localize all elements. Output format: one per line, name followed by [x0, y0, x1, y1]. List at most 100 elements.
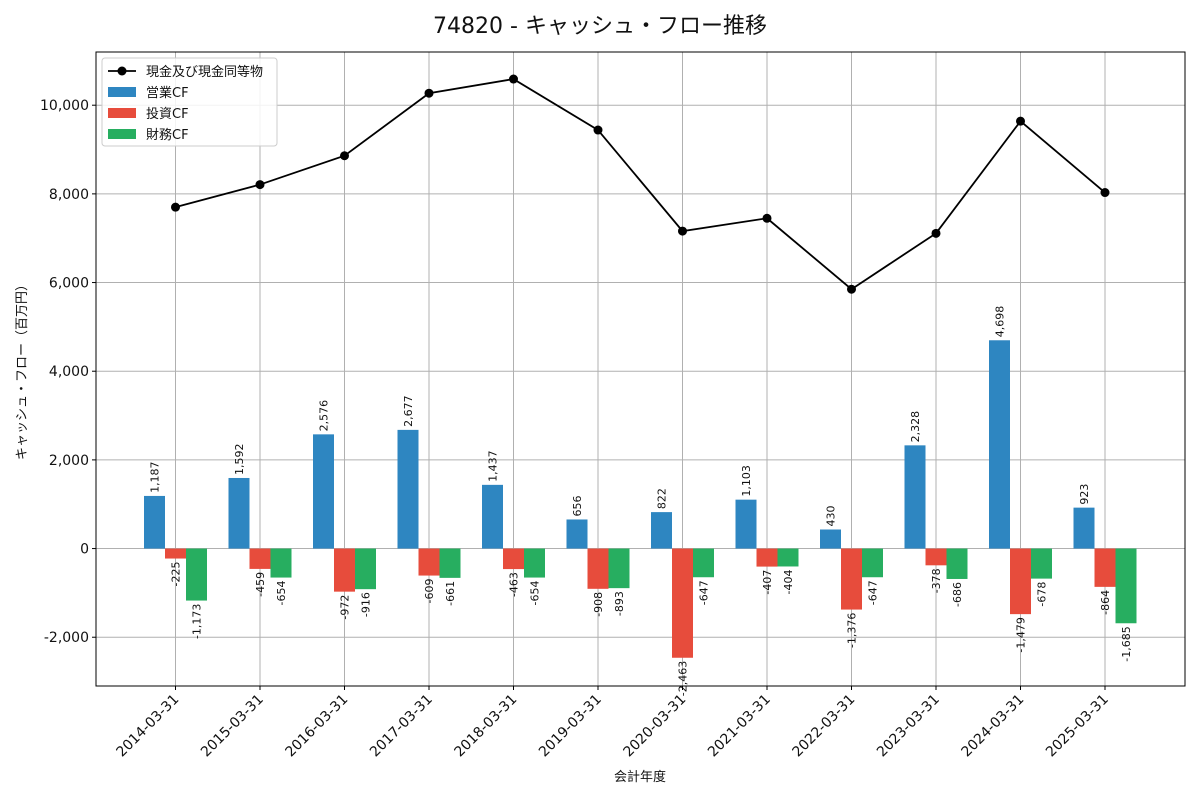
x-tick-label: 2025-03-31 — [1043, 692, 1112, 761]
data-label: -972 — [339, 595, 352, 620]
data-label: 2,677 — [402, 395, 415, 427]
bar-1-8 — [841, 548, 862, 610]
y-axis-label: キャッシュ・フロー（百万円） — [15, 278, 30, 460]
x-tick-label: 2024-03-31 — [958, 692, 1027, 761]
legend-label: 財務CF — [146, 128, 189, 143]
data-label: -654 — [529, 581, 542, 606]
data-label: -378 — [930, 568, 943, 593]
bar-1-5 — [587, 548, 609, 589]
bar-series — [144, 340, 1137, 658]
data-label: -678 — [1036, 582, 1049, 607]
bar-0-9 — [904, 445, 926, 549]
bar-2-4 — [524, 548, 545, 578]
cash-point — [1100, 188, 1110, 198]
cash-point — [424, 88, 434, 98]
bar-1-2 — [334, 548, 355, 592]
data-label: -864 — [1099, 590, 1112, 615]
x-axis-ticks: 2014-03-31 2015-03-31 2016-03-31 2017-03-31… — [113, 686, 1112, 761]
bar-1-0 — [165, 548, 186, 559]
cash-line-series — [171, 74, 1110, 294]
legend-swatch — [108, 87, 136, 97]
bar-1-6 — [672, 548, 693, 658]
legend-label: 投資CF — [146, 106, 189, 122]
data-label: -893 — [613, 591, 626, 616]
data-label: -1,376 — [846, 613, 859, 648]
legend-swatch — [108, 129, 136, 139]
legend-label: 現金及び現金同等物 — [146, 64, 263, 80]
bar-0-0 — [144, 495, 165, 549]
data-label: -1,173 — [191, 604, 204, 639]
cash-point — [340, 151, 349, 161]
bar-2-8 — [862, 548, 883, 578]
bar-2-5 — [608, 548, 630, 589]
bar-2-3 — [439, 548, 461, 578]
bar-1-7 — [756, 548, 778, 567]
data-label: -686 — [951, 582, 964, 607]
data-label: -459 — [254, 572, 267, 597]
bar-0-2 — [313, 434, 334, 549]
cash-point — [931, 228, 941, 238]
x-axis-label: 会計年度 — [614, 769, 666, 785]
data-label: -407 — [761, 570, 774, 595]
data-label: -609 — [423, 579, 436, 604]
bar-1-9 — [925, 548, 947, 566]
plot-frame — [95, 51, 1186, 687]
data-label: 4,698 — [994, 306, 1007, 338]
x-tick-label: 2016-03-31 — [282, 692, 351, 761]
data-label: 1,103 — [740, 465, 753, 497]
cash-point — [762, 213, 772, 223]
bar-0-7 — [735, 499, 757, 549]
y-tick-label: 8,000 — [49, 187, 89, 203]
data-labels: 1,187 1,592 2,576 2,677 1,437 656 822 1,103 430 2… — [149, 306, 1134, 696]
data-label: -647 — [867, 580, 880, 605]
legend-swatch — [108, 108, 136, 118]
x-tick-label: 2021-03-31 — [705, 692, 774, 761]
bar-2-11 — [1115, 548, 1137, 624]
data-label: -225 — [170, 562, 183, 587]
x-tick-label: 2023-03-31 — [874, 692, 943, 761]
data-label: 822 — [656, 488, 669, 509]
bar-2-7 — [777, 548, 799, 567]
x-tick-label: 2020-03-31 — [620, 692, 689, 761]
cash-point — [678, 226, 687, 236]
data-label: 2,328 — [909, 411, 922, 443]
legend-point-marker — [117, 66, 127, 76]
x-tick-label: 2015-03-31 — [198, 692, 267, 761]
data-label: 656 — [571, 495, 584, 516]
data-label: 1,187 — [149, 461, 162, 493]
cash-point — [847, 284, 856, 294]
y-tick-label: 4,000 — [49, 364, 89, 380]
bar-0-8 — [820, 529, 841, 549]
data-label: -916 — [360, 592, 373, 617]
y-tick-label: 2,000 — [49, 453, 89, 469]
bar-1-10 — [1010, 548, 1031, 615]
bar-2-10 — [1031, 548, 1052, 579]
legend-box — [101, 57, 278, 147]
bar-2-1 — [270, 548, 292, 578]
data-label: 923 — [1078, 484, 1091, 505]
cash-point — [509, 74, 518, 84]
y-tick-label: 10,000 — [40, 98, 89, 114]
data-label: -661 — [444, 581, 457, 606]
bar-0-1 — [228, 477, 250, 549]
data-label: -908 — [592, 592, 605, 617]
data-label: 1,592 — [233, 443, 246, 475]
bar-0-5 — [566, 519, 588, 549]
data-label: 430 — [825, 505, 838, 526]
x-tick-label: 2022-03-31 — [789, 692, 858, 761]
data-label: -654 — [275, 581, 288, 606]
x-tick-label: 2019-03-31 — [536, 692, 605, 761]
data-label: -1,479 — [1015, 617, 1028, 652]
data-label: -2,463 — [677, 661, 690, 696]
bar-0-4 — [482, 484, 503, 549]
data-label: -404 — [782, 569, 795, 594]
bar-2-9 — [946, 548, 968, 579]
bar-1-1 — [249, 548, 271, 569]
bar-0-10 — [989, 340, 1010, 549]
data-label: 2,576 — [318, 400, 331, 432]
x-tick-label: 2017-03-31 — [367, 692, 436, 761]
y-tick-label: 6,000 — [49, 276, 89, 292]
chart-title: 74820 - キャッシュ・フロー推移 — [433, 14, 767, 39]
